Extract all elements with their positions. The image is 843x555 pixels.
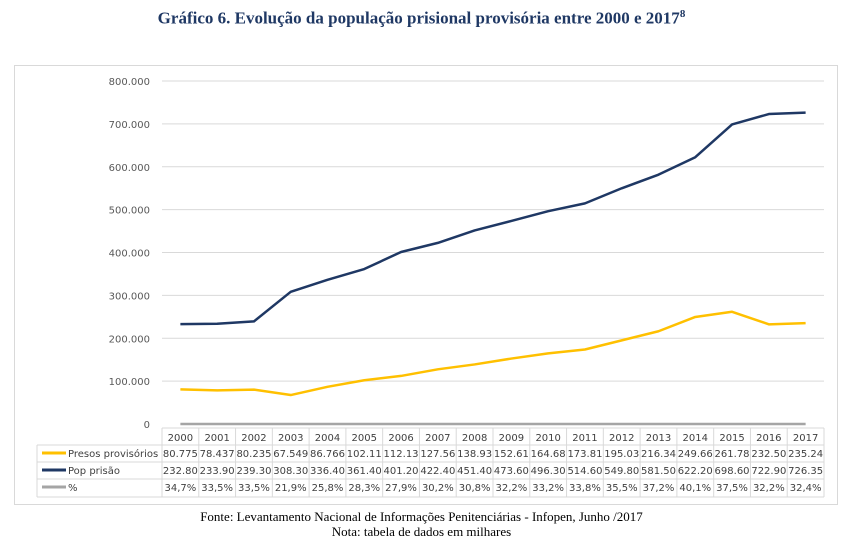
x-tick-label: 2002 (241, 433, 266, 444)
legend-label: Pop prisão (68, 466, 120, 477)
table-cell: 261.78 (715, 449, 750, 460)
table-cell: 622.20 (678, 466, 713, 477)
table-cell: 35,5% (606, 483, 638, 494)
y-axis: 0 100.000 200.000 300.000 400.000 500.000 600.… (109, 77, 150, 431)
table-cell: 549.80 (604, 466, 639, 477)
series-line-1 (180, 111, 806, 326)
table-cell: 496.30 (531, 466, 566, 477)
table-cell: 28,3% (348, 483, 380, 494)
x-tick-label: 2015 (719, 433, 744, 444)
table-cell: 581.50 (641, 466, 676, 477)
x-tick-label: 2004 (315, 433, 340, 444)
legend-label: Presos provisórios (68, 448, 158, 460)
table-cell: 233.90 (200, 466, 235, 477)
table-cell: 21,9% (275, 483, 307, 494)
table-cell: 152.61 (494, 449, 529, 460)
table-cell: 80.775 (163, 449, 198, 460)
y-tick-label: 0 (144, 420, 150, 431)
table-cell: 86.766 (310, 449, 345, 460)
table-cell: 336.40 (310, 466, 345, 477)
table-cell: 698.60 (715, 466, 750, 477)
table-cell: 67.549 (273, 449, 308, 460)
chart-title: Gráfico 6. Evolução da população prision… (0, 8, 843, 29)
table-cell: 473.60 (494, 466, 529, 477)
x-tick-label: 2010 (535, 433, 560, 444)
table-cell: 232.80 (163, 466, 198, 477)
x-tick-label: 2009 (499, 433, 524, 444)
table-cell: 173.81 (567, 449, 602, 460)
table-cell: 112.13 (384, 449, 419, 460)
table-cell: 32,2% (495, 483, 527, 494)
x-tick-label: 2014 (683, 433, 708, 444)
table-cell: 726.35 (788, 466, 823, 477)
table-cell: 33,5% (201, 483, 233, 494)
x-tick-label: 2001 (204, 433, 229, 444)
table-cell: 239.30 (236, 466, 271, 477)
table-cell: 80.235 (236, 449, 271, 460)
table-cell: 78.437 (200, 449, 235, 460)
chart-frame (14, 65, 838, 505)
table-cell: 514.60 (567, 466, 602, 477)
source-note: Fonte: Levantamento Nacional de Informaç… (200, 509, 643, 524)
title-footnote-marker: 8 (679, 8, 686, 20)
x-tick-label: 2017 (793, 433, 818, 444)
table-cell: 30,8% (459, 483, 491, 494)
table-cell: 25,8% (312, 483, 344, 494)
x-tick-label: 2003 (278, 433, 303, 444)
table-cell: 235.24 (788, 449, 823, 460)
data-table: 2000 2001 2002 2003 2004 2005 2006 2007 2008 2009… (36, 427, 825, 498)
x-tick-label: 2005 (352, 433, 377, 444)
y-tick-label: 400.000 (109, 249, 150, 260)
table-cell: 33,8% (569, 483, 601, 494)
table-cell: 33,2% (532, 483, 564, 494)
x-tick-label: 2008 (462, 433, 487, 444)
table-cell: 27,9% (385, 483, 417, 494)
data-note: Nota: tabela de dados em milhares (331, 524, 512, 539)
table-cell: 37,5% (716, 483, 748, 494)
table-cell: 361.40 (347, 466, 382, 477)
y-tick-label: 600.000 (109, 163, 150, 174)
table-cell: 451.40 (457, 466, 492, 477)
series-line-0 (180, 310, 806, 397)
table-cell: 722.90 (751, 466, 786, 477)
x-tick-label: 2000 (168, 433, 193, 444)
legend-label: % (68, 483, 78, 494)
table-cell: 102.11 (347, 449, 382, 460)
x-tick-label: 2013 (646, 433, 671, 444)
table-cell: 30,2% (422, 483, 454, 494)
table-cell: 32,2% (753, 483, 785, 494)
y-tick-label: 700.000 (109, 120, 150, 131)
table-cell: 127.56 (420, 449, 455, 460)
y-tick-label: 300.000 (109, 291, 150, 302)
table-cell: 34,7% (164, 483, 196, 494)
x-tick-label: 2006 (388, 433, 413, 444)
series-lines (180, 111, 806, 426)
x-tick-label: 2012 (609, 433, 634, 444)
chart-title-text: Gráfico 6. Evolução da população prision… (157, 8, 680, 28)
x-tick-label: 2016 (756, 433, 781, 444)
y-tick-label: 200.000 (109, 334, 150, 345)
table-cell: 216.34 (641, 449, 676, 460)
table-cell: 32,4% (790, 483, 822, 494)
table-cell: 33,5% (238, 483, 270, 494)
y-tick-label: 100.000 (109, 377, 150, 388)
table-cell: 37,2% (643, 483, 675, 494)
x-tick-label: 2007 (425, 433, 450, 444)
table-cell: 195.03 (604, 449, 639, 460)
table-cell: 138.93 (457, 449, 492, 460)
y-tick-label: 800.000 (109, 77, 150, 88)
table-cell: 40,1% (679, 483, 711, 494)
gridlines (162, 80, 824, 382)
table-cell: 232.50 (751, 449, 786, 460)
table-cell: 249.66 (678, 449, 713, 460)
x-tick-label: 2011 (572, 433, 597, 444)
table-cell: 308.30 (273, 466, 308, 477)
table-cell: 401.20 (384, 466, 419, 477)
table-cell: 422.40 (420, 466, 455, 477)
y-tick-label: 500.000 (109, 206, 150, 217)
table-cell: 164.68 (531, 449, 566, 460)
